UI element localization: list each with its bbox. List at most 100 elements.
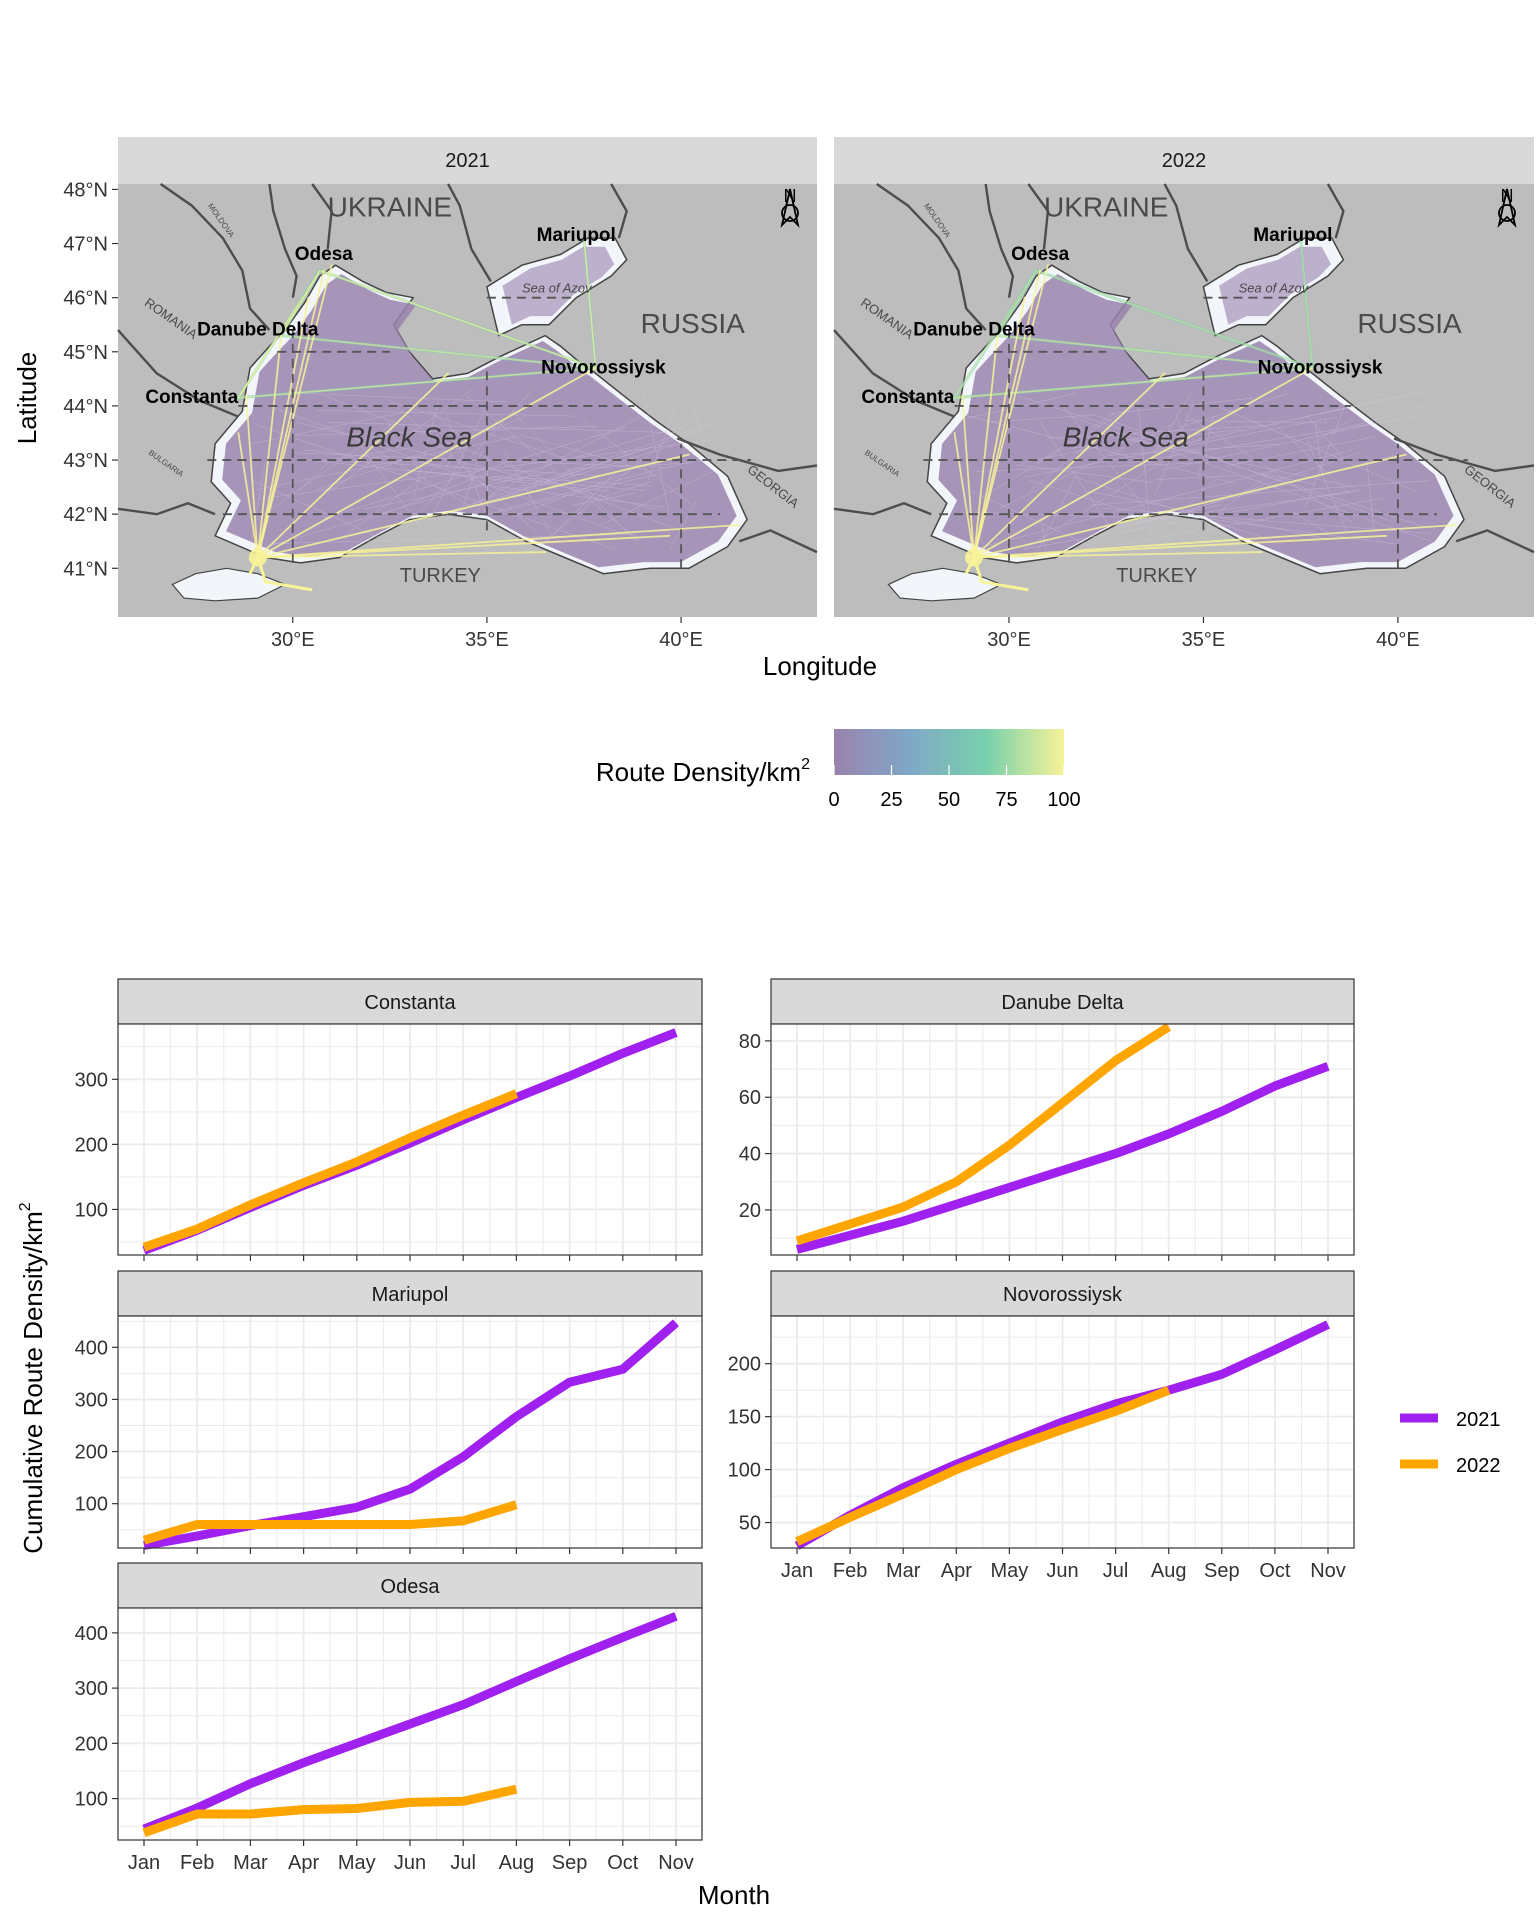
route-line-core [1035,269,1314,369]
legend-tick-label: 50 [938,789,960,811]
bosporus-route [256,524,741,559]
bosporus-route [973,453,1407,559]
traffic-line [1185,420,1323,423]
legend-tick-label: 0 [828,789,839,811]
lat-tick-label: 45°N [63,342,108,364]
chart-panel-novorossiysk: Novorossiysk 50 100 150 200 Jan Feb Mar Apr May Ju… [728,1270,1355,1582]
traffic-line [602,471,712,525]
traffic-line [1047,424,1275,439]
traffic-line [257,439,712,500]
series-line-2022 [795,1023,1172,1246]
y-tick-label: 100 [75,1494,108,1516]
series-line-2022 [142,1784,518,1838]
map-x-axis-title: Longitude [763,651,877,681]
border-line [160,183,271,331]
bosporus-route [237,432,259,559]
bosporus-route [973,334,999,559]
traffic-line [327,421,692,434]
traffic-line [1080,451,1361,549]
bosporus-route [256,269,325,559]
lat-tick-label: 43°N [63,450,108,472]
traffic-line [370,472,487,520]
high-density-routes [236,236,741,559]
traffic-line [1291,391,1431,421]
north-arrow-ring [781,204,799,222]
lat-tick-label: 41°N [63,558,108,580]
chart-strip-label: Odesa [381,1576,441,1598]
traffic-line [1088,490,1334,541]
series-line-2022 [142,1089,519,1252]
bosporus-route [256,534,671,559]
traffic-line [487,473,660,515]
high-density-routes [953,236,1458,559]
traffic-line [1036,476,1076,552]
lon-tick-label: 30°E [271,629,315,651]
traffic-line [970,449,1353,551]
map-strip [834,137,1534,184]
traffic-line [256,436,519,490]
x-tick-label: Apr [288,1852,319,1874]
route-line-core [953,367,1314,399]
north-arrow-label: N [784,186,797,206]
y-tick-label: 200 [728,1354,761,1376]
route-line [995,269,1038,338]
black-sea-label: Black Sea [346,422,472,453]
port-label-danube-delta: Danube Delta [197,320,319,341]
traffic-line [1267,416,1350,494]
lon-tick-label: 30°E [987,629,1031,651]
legend-tick-label: 25 [880,789,902,811]
route-line-core [996,334,1314,369]
traffic-line [422,404,471,445]
traffic-line [1313,419,1351,444]
traffic-line [472,461,527,515]
border-line [876,183,987,331]
traffic-line [1022,489,1360,550]
traffic-line [1064,407,1146,509]
density-legend: Route Density/km2 0 25 50 75 100 [596,729,1081,811]
traffic-line [1036,412,1116,464]
map-strip-label: 2021 [445,150,490,172]
traffic-line [250,461,266,549]
chart-panel-border [770,1315,1355,1549]
x-tick-label: Sep [1204,1560,1240,1582]
traffic-line [510,471,631,518]
border-line [268,183,298,298]
y-tick-label: 400 [75,1623,108,1645]
traffic-line [1176,414,1186,444]
traffic-line [1261,473,1316,485]
traffic-line [1323,404,1427,435]
cumulative-density-charts: Constanta 100 200 300 Danube Delta 20 40 60 80 Ma… [75,978,1355,1874]
y-tick-label: 300 [75,1069,108,1091]
chart-strip-label: Danube Delta [1001,992,1124,1014]
traffic-line [1038,419,1110,527]
bosporus-route [973,534,1388,559]
x-tick-label: May [338,1852,376,1874]
border-line [676,437,818,473]
traffic-line [1155,475,1238,480]
x-tick-label: Feb [833,1560,867,1582]
legend-label-2021: 2021 [1456,1409,1501,1431]
route-line-core [319,269,597,369]
x-tick-label: Nov [658,1852,694,1874]
traffic-line [1117,454,1398,529]
chart-panel-border [770,1023,1355,1256]
chart-grid [771,1024,1354,1255]
y-tick-label: 200 [75,1733,108,1755]
marmara-route [964,553,1029,592]
traffic-line [315,417,525,491]
y-tick-label: 300 [75,1389,108,1411]
lat-tick-label: 42°N [63,504,108,526]
series-line-2021 [143,1319,679,1550]
bosporus-route [973,551,1263,559]
series-line-2021 [795,1062,1330,1254]
traffic-line [1089,480,1430,506]
port-label-odesa: Odesa [295,244,354,265]
y-tick-label: 100 [75,1199,108,1221]
density-legend-title: Route Density/km2 [596,756,810,787]
traffic-line [1101,507,1431,534]
traffic-line [1029,479,1121,510]
traffic-line [647,389,683,482]
series-line-2021 [794,1320,1330,1550]
border-line [833,502,932,516]
